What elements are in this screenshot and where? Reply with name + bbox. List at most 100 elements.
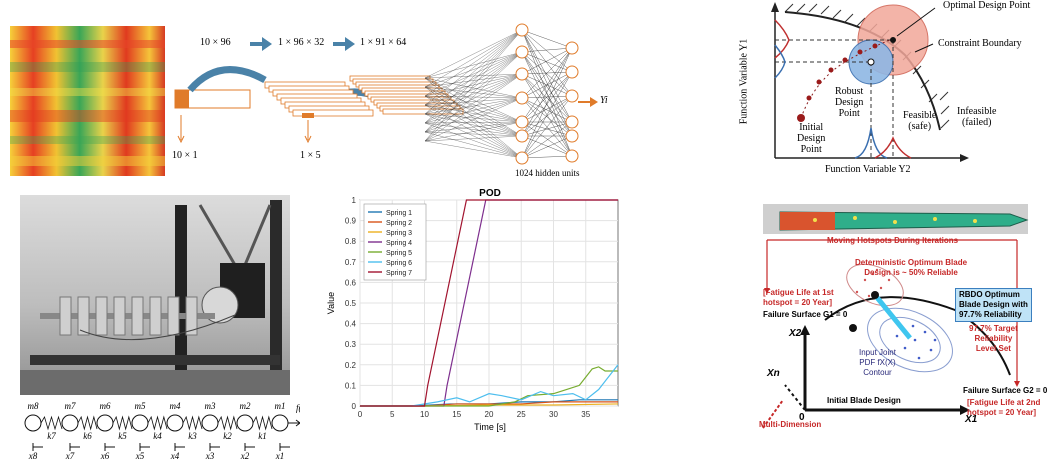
feasible-label: Feasible (safe) <box>903 110 937 132</box>
spring-constant-label: k6 <box>83 431 92 441</box>
rbdo-optimum-box: RBDO Optimum Blade Design with 97.7% Relia… <box>955 288 1032 322</box>
shape-kernel-label: 1 × 5 <box>300 150 321 161</box>
legend-label: Spring 3 <box>386 230 412 237</box>
rbdo-svg <box>771 2 969 162</box>
origin-label: 0 <box>799 412 805 423</box>
x-tick-label: 25 <box>517 410 526 419</box>
multi-dimension-label: Multi-Dimension <box>759 420 822 429</box>
mass-m3 <box>201 414 219 432</box>
y-tick-label: 0 <box>352 402 357 411</box>
series-lines <box>360 199 619 407</box>
spring-constant-label: k4 <box>153 431 162 441</box>
pod-chart-svg: POD 0 5 10 15 20 25 30 35 0 0.1 0.2 0.3 0.4 0.5 0.6 0.7… <box>326 188 619 432</box>
position-label: x6 <box>100 451 110 461</box>
spring-constant-label: k5 <box>118 431 127 441</box>
feature-maps-2 <box>349 75 464 115</box>
spring-figure: m8 x8 k7 m7 x7 k6 m6 x6 k5 m5 x5 k4 m4 x4 k3 m3 x3 k2 m2 x2… <box>0 195 300 465</box>
optimization-arrow <box>873 293 912 340</box>
heatmap-image <box>10 26 165 176</box>
shape-conv1-label: 1 × 96 × 32 <box>278 37 325 48</box>
y-tick-label: 1 <box>352 196 357 205</box>
position-label: x2 <box>240 451 250 461</box>
arrow-right-icon <box>250 37 272 51</box>
y-tick-label: 0.2 <box>345 361 357 370</box>
mass-m6 <box>96 414 114 432</box>
position-label: x3 <box>205 451 215 461</box>
series-line-spring-5 <box>360 366 618 407</box>
mass-label: m3 <box>205 401 216 411</box>
position-label: x8 <box>28 451 38 461</box>
y-tick-label: 0.4 <box>345 320 357 329</box>
x-tick-label: 10 <box>420 410 429 419</box>
chart-title: POD <box>479 188 501 199</box>
shape-input-label: 10 × 96 <box>200 37 231 48</box>
x-tick-label: 0 <box>358 410 363 419</box>
mass-m1 <box>271 414 289 432</box>
robust-label: Robust Design Point <box>835 86 864 119</box>
legend-label: Spring 1 <box>386 210 412 217</box>
x-tick-label: 35 <box>581 410 590 419</box>
position-label: x4 <box>170 451 180 461</box>
initial-blade-label: Initial Blade Design <box>827 396 901 405</box>
mass-m7 <box>61 414 79 432</box>
output-label: Yi <box>600 95 608 106</box>
mass-label: m2 <box>240 401 251 411</box>
dense-network <box>424 23 579 165</box>
mass-label: m8 <box>28 401 39 411</box>
y1-axis-label: Function Variable Y1 <box>738 38 750 125</box>
position-label: x1 <box>275 451 285 461</box>
series-line-spring-7 <box>360 199 618 407</box>
x-tick-label: 20 <box>485 410 494 419</box>
y-tick-label: 0.5 <box>345 299 357 308</box>
position-label: x5 <box>135 451 145 461</box>
mass-m2 <box>236 414 254 432</box>
cnn-diagram: 10 × 96 1 × 96 × 32 1 × 91 × 64 10 × 1 1… <box>0 0 620 178</box>
rbdo-diagram: Optimal Design Point Constraint Boundary… <box>735 0 1064 178</box>
feature-maps-1 <box>264 81 374 117</box>
blade-diagram: Moving Hotspots During Iterations Determ… <box>755 200 1064 465</box>
mass-label: m4 <box>170 401 181 411</box>
mass-label: m7 <box>65 401 76 411</box>
fatigue-2-label: [Fatigue Life at 2nd hotspot = 20 Year] <box>967 398 1041 417</box>
y-tick-label: 0.7 <box>345 258 357 267</box>
spring-constant-label: k2 <box>223 431 232 441</box>
output-arrow-icon <box>578 97 598 107</box>
spring-schematic: m8 x8 k7 m7 x7 k6 m6 x6 k5 m5 x5 k4 m4 x4 k3 m3 x3 k2 m2 x2… <box>24 401 300 461</box>
failure-surface-curve <box>824 296 1011 376</box>
spring-constant-label: k1 <box>258 431 267 441</box>
x-tick-label: 30 <box>549 410 558 419</box>
spring-constant-label: k7 <box>47 431 56 441</box>
mass-m8 <box>24 414 42 432</box>
x-tick-label: 5 <box>390 410 395 419</box>
arrow-right-icon <box>333 37 355 51</box>
x-axis-label: Time [s] <box>474 422 506 432</box>
initial-label: Initial Design Point <box>797 122 826 155</box>
mass-label: m6 <box>100 401 111 411</box>
position-label: x7 <box>65 451 75 461</box>
y-tick-label: 0.1 <box>345 381 357 390</box>
x-tick-label: 15 <box>452 410 461 419</box>
x2-axis-label: X2 <box>789 328 802 339</box>
target-reliability-label: 97.7% Target Reliability Level Set <box>969 324 1018 353</box>
y-tick-label: 0.6 <box>345 278 357 287</box>
hidden-units-label: 1024 hidden units <box>515 168 580 178</box>
series-line-spring-6 <box>360 364 619 407</box>
y2-axis-label: Function Variable Y2 <box>825 164 911 175</box>
legend-label: Spring 7 <box>386 270 412 277</box>
y-tick-label: 0.9 <box>345 217 357 226</box>
legend-label: Spring 2 <box>386 220 412 227</box>
pdf-contour-label: Input Joint PDF fX(X) Contour <box>859 348 896 377</box>
shape-conv2-label: 1 × 91 × 64 <box>360 37 407 48</box>
mass-m4 <box>166 414 184 432</box>
tick-labels: 0 5 10 15 20 25 30 35 0 0.1 0.2 0.3 0.4 0.5 0.6 0.7 0.8 0… <box>345 196 591 419</box>
infeasible-label: Infeasible (failed) <box>957 106 997 128</box>
pod-chart: POD 0 5 10 15 20 25 30 35 0 0.1 0.2 0.3 0.4 0.5 0.6 0.7… <box>320 182 630 465</box>
mass-label: m5 <box>135 401 146 411</box>
xn-axis-label: Xn <box>767 368 780 379</box>
x1-axis-label: X1 <box>965 414 978 425</box>
deterministic-label: Deterministic Optimum Blade Design is ~ 5… <box>855 258 968 277</box>
legend-label: Spring 6 <box>386 260 412 267</box>
fatigue-1-label: [Fatigue Life at 1st hotspot = 20 Year] <box>763 288 834 307</box>
y-tick-label: 0.3 <box>345 340 357 349</box>
legend: Spring 1 Spring 2 Spring 3 Spring 4 Spring 5… <box>363 203 427 281</box>
